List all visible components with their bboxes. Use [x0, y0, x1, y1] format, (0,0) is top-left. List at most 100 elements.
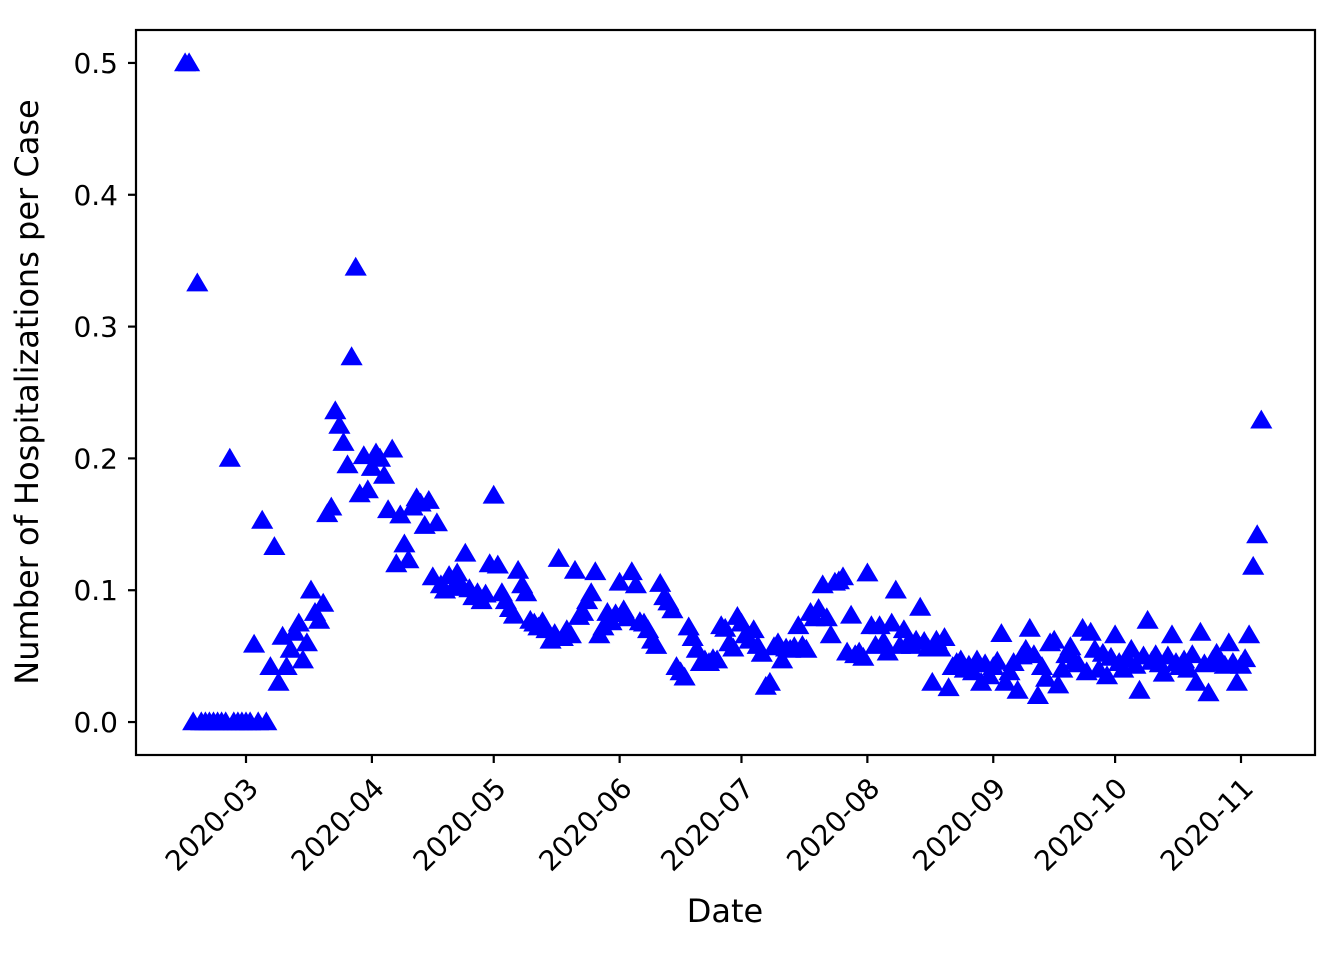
data-point — [994, 671, 1017, 691]
data-point — [308, 609, 331, 629]
data-point — [393, 533, 416, 553]
data-point — [921, 671, 944, 691]
x-axis-ticks-group: 2020-03 2020-04 2020-05 2020-06 2020-07 2020-… — [159, 755, 1260, 878]
data-point — [937, 677, 960, 697]
data-point — [1217, 632, 1240, 652]
data-point — [661, 599, 684, 619]
data-point — [332, 432, 355, 451]
data-point — [1160, 624, 1184, 644]
data-point — [486, 554, 509, 574]
data-point — [291, 649, 314, 669]
data-point — [795, 638, 818, 658]
plot-frame — [134, 28, 1317, 757]
data-point — [1035, 667, 1058, 687]
data-point — [474, 583, 497, 603]
data-point — [454, 542, 477, 562]
data-point — [620, 561, 643, 581]
data-point — [1185, 671, 1208, 691]
data-point — [255, 711, 278, 731]
data-point — [186, 272, 209, 292]
y-tick-label: 0.3 — [73, 311, 118, 344]
data-point — [1018, 617, 1041, 637]
x-tick-label: 2020-04 — [285, 772, 391, 878]
data-point — [515, 582, 538, 602]
data-point — [580, 582, 603, 602]
data-point — [263, 536, 286, 556]
y-tick-label: 0.0 — [73, 706, 118, 739]
data-point — [815, 607, 838, 627]
data-point — [714, 617, 737, 637]
data-point — [677, 616, 700, 636]
y-tick-label: 0.4 — [73, 179, 118, 212]
data-point — [267, 671, 290, 691]
data-point — [884, 579, 907, 599]
data-point — [299, 579, 323, 599]
data-point — [856, 562, 879, 582]
data-point — [1181, 644, 1204, 664]
y-tick-label: 0.5 — [73, 47, 118, 80]
data-point — [259, 656, 282, 676]
data-point — [771, 649, 794, 669]
data-point — [218, 447, 241, 467]
x-tick-label: 2020-10 — [1028, 772, 1134, 878]
data-point — [275, 656, 298, 676]
data-point — [880, 612, 903, 632]
y-axis-label: Number of Hospitalizations per Case — [8, 99, 46, 684]
x-tick-label: 2020-07 — [654, 772, 760, 878]
data-point — [978, 665, 1001, 685]
data-point — [572, 602, 595, 621]
data-point — [909, 596, 932, 616]
data-point — [344, 256, 367, 276]
data-point — [742, 619, 765, 639]
data-point — [1059, 636, 1082, 656]
data-point — [356, 479, 379, 499]
data-point — [295, 632, 318, 652]
data-point — [685, 638, 708, 658]
y-axis-ticks-group: 0.0 0.1 0.2 0.3 0.4 0.5 — [73, 47, 136, 739]
data-point — [831, 566, 855, 586]
data-point — [986, 650, 1009, 670]
data-point — [381, 438, 404, 458]
data-point — [312, 592, 335, 612]
data-point — [336, 454, 359, 474]
data-point — [706, 649, 729, 669]
data-point — [673, 666, 696, 686]
x-tick-label: 2020-11 — [1154, 772, 1260, 878]
data-point — [1095, 665, 1119, 685]
data-point — [584, 561, 607, 581]
data-point — [178, 52, 201, 72]
x-tick-label: 2020-05 — [407, 772, 513, 878]
y-tick-label: 0.1 — [73, 574, 118, 607]
data-point — [1128, 679, 1151, 699]
x-tick-label: 2020-08 — [780, 772, 886, 878]
data-point — [649, 573, 672, 592]
data-point — [1242, 555, 1265, 575]
data-point — [1120, 638, 1143, 658]
data-point — [360, 457, 383, 476]
data-point — [547, 548, 570, 567]
data-point — [397, 549, 420, 569]
data-point — [320, 496, 343, 516]
data-point — [324, 400, 347, 420]
data-point — [417, 490, 440, 509]
data-point — [279, 638, 302, 658]
data-point — [377, 499, 400, 519]
data-point — [758, 671, 781, 691]
data-point — [482, 484, 505, 504]
data-point — [1026, 685, 1049, 705]
data-point — [563, 559, 587, 579]
data-point — [1152, 662, 1175, 682]
data-point — [998, 661, 1021, 681]
data-point — [722, 637, 745, 657]
data-point — [283, 621, 306, 641]
x-tick-label: 2020-09 — [906, 772, 1012, 878]
data-point — [287, 612, 310, 632]
data-point — [502, 604, 526, 624]
data-point — [1189, 621, 1212, 641]
data-point — [1022, 644, 1045, 664]
data-points-group — [174, 52, 1273, 731]
data-point — [852, 646, 875, 666]
data-point — [243, 633, 266, 653]
data-point — [328, 414, 351, 434]
data-point — [251, 509, 274, 529]
